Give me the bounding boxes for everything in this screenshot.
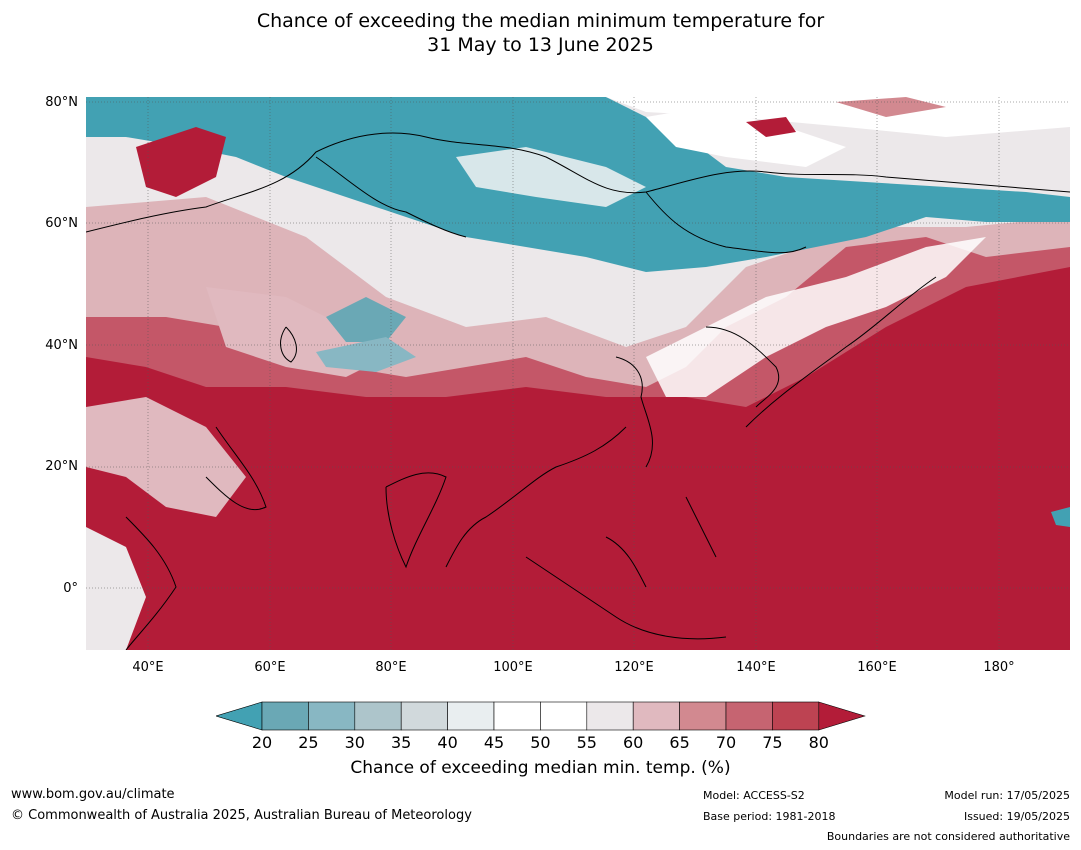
map-canvas	[86, 97, 1070, 650]
colorbar-cell	[354, 701, 402, 731]
map-title: Chance of exceeding the median minimum t…	[0, 9, 1081, 57]
colorbar-cell	[400, 701, 448, 731]
lon-label-60e: 60°E	[254, 660, 286, 675]
forecast-map	[86, 97, 1070, 650]
colorbar-cell	[447, 701, 495, 731]
pacific-teal-dot	[1051, 507, 1070, 527]
korea-japan-pale-strip	[646, 237, 986, 397]
colorbar-cell	[261, 701, 309, 731]
colorbar-arrow-low	[216, 701, 263, 731]
footer-copyright: © Commonwealth of Australia 2025, Austra…	[11, 808, 472, 823]
lon-label-80e: 80°E	[375, 660, 407, 675]
colorbar-cell	[632, 701, 680, 731]
colorbar-cell	[586, 701, 634, 731]
footer-model-run: Model run: 17/05/2025	[944, 789, 1070, 802]
lon-label-140e: 140°E	[736, 660, 776, 675]
footer-base-period: Base period: 1981-2018	[703, 810, 836, 823]
lon-label-120e: 120°E	[614, 660, 654, 675]
siberia-white-patch	[456, 147, 646, 207]
east-siberia-white	[646, 107, 846, 167]
lon-label-160e: 160°E	[857, 660, 897, 675]
footer-issued: Issued: 19/05/2025	[963, 810, 1070, 823]
coastlines	[86, 132, 1070, 650]
colorbar-cell	[308, 701, 356, 731]
colorbar-tick-label: 35	[391, 733, 412, 752]
colorbar-tick-label: 25	[298, 733, 319, 752]
colorbar-tick-label: 55	[576, 733, 597, 752]
lon-label-180: 180°	[983, 660, 1015, 675]
colorbar-tick-label: 45	[483, 733, 505, 752]
colorbar-cell	[725, 701, 773, 731]
colorbar-tick-label: 60	[623, 733, 644, 752]
colorbar-tick-label: 70	[715, 733, 737, 752]
colorbar-cell	[679, 701, 727, 731]
colorbar-cell	[493, 701, 541, 731]
lon-label-100e: 100°E	[493, 660, 533, 675]
colorbar-cell	[772, 701, 820, 731]
map-title-line2: 31 May to 13 June 2025	[427, 34, 654, 56]
colorbar	[216, 701, 866, 731]
colorbar-cell	[540, 701, 588, 731]
colorbar-tick-label: 40	[437, 733, 458, 752]
north-white-top	[606, 97, 1070, 137]
colorbar-tick-label: 50	[530, 733, 551, 752]
africa-pale	[86, 527, 146, 650]
kara-red-patch	[746, 117, 796, 137]
footer-model: Model: ACCESS-S2	[703, 789, 805, 802]
colorbar-tick-label: 75	[762, 733, 783, 752]
central-asia-teal	[326, 297, 406, 342]
footer-url[interactable]: www.bom.gov.au/climate	[11, 787, 175, 802]
colorbar-tick-label: 30	[344, 733, 365, 752]
colorbar-arrow-high	[818, 701, 866, 731]
colorbar-tick-label: 80	[808, 733, 829, 752]
lat-label-40n: 40°N	[45, 338, 78, 353]
lat-label-20n: 20°N	[45, 459, 78, 474]
scandinavia-red-patch	[136, 127, 226, 197]
colorbar-title: Chance of exceeding median min. temp. (%…	[350, 758, 731, 778]
lat-label-0: 0°	[63, 581, 78, 596]
arabia-pale	[86, 397, 246, 517]
footer-disclaimer: Boundaries are not considered authoritat…	[826, 830, 1070, 843]
lon-label-40e: 40°E	[132, 660, 164, 675]
lat-label-60n: 60°N	[45, 216, 78, 231]
map-title-line1: Chance of exceeding the median minimum t…	[256, 10, 825, 32]
lat-label-80n: 80°N	[45, 95, 78, 110]
tibet-teal-strip	[316, 337, 416, 372]
graticule	[86, 97, 1070, 650]
colorbar-tick-label: 65	[669, 733, 690, 752]
colorbar-cells	[216, 701, 866, 731]
colorbar-tick-label: 20	[251, 733, 273, 752]
